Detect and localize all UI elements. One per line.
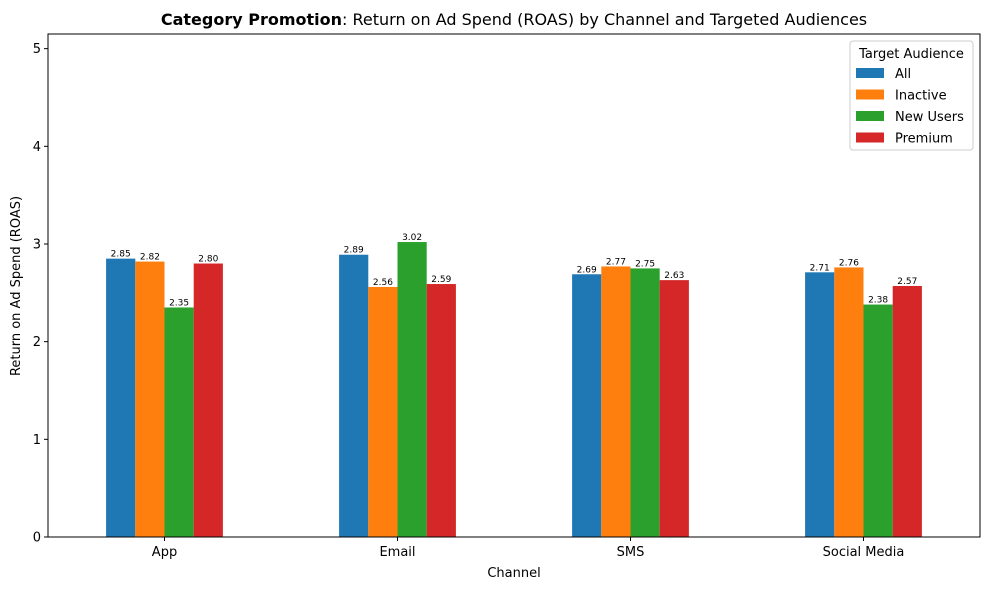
- bar-labels-group: 2.85 2.82 2.35 2.80 2.89 2.56 3.02 2.59 2.69 2.77…: [111, 233, 918, 308]
- x-tick-label: App: [152, 545, 177, 560]
- legend-label: New Users: [895, 110, 964, 125]
- bar: [892, 285, 922, 537]
- bar: [106, 258, 136, 537]
- bar-value-label: 2.71: [810, 263, 830, 273]
- bar: [339, 254, 369, 537]
- bar-value-label: 2.56: [373, 278, 393, 288]
- y-tick-label: 5: [33, 42, 41, 57]
- axes-group: App Email SMS Social Media 0 1 2 3 4 5: [33, 33, 981, 560]
- x-tick-label: Social Media: [823, 545, 905, 560]
- bar: [805, 272, 835, 537]
- bar-value-label: 2.89: [344, 246, 364, 256]
- legend-swatch: [856, 111, 884, 121]
- bar-value-label: 2.80: [198, 255, 218, 265]
- x-tick-label: SMS: [617, 545, 645, 560]
- bar: [863, 304, 893, 537]
- y-tick-label: 2: [33, 335, 41, 350]
- bar-value-label: 2.38: [868, 296, 888, 306]
- bar: [426, 284, 456, 537]
- bar: [164, 307, 194, 537]
- bar-value-label: 2.35: [169, 298, 189, 308]
- bar-value-label: 2.85: [111, 250, 131, 260]
- bar: [572, 274, 602, 537]
- bar: [135, 261, 165, 537]
- bars-group: [106, 242, 922, 537]
- bar: [397, 242, 427, 537]
- y-tick-label: 1: [33, 433, 41, 448]
- y-tick-label: 0: [33, 531, 41, 546]
- legend-label: Premium: [895, 132, 953, 147]
- bar-value-label: 2.77: [606, 257, 626, 267]
- x-tick-label: Email: [379, 545, 415, 560]
- plot-frame: [47, 33, 981, 538]
- chart-title: Category Promotion: Return on Ad Spend (…: [161, 10, 867, 29]
- bar-value-label: 2.75: [635, 259, 655, 269]
- legend-swatch: [856, 89, 884, 100]
- bar: [601, 266, 631, 537]
- bar-value-label: 2.59: [431, 275, 451, 285]
- bar: [834, 267, 864, 537]
- bar-value-label: 2.82: [140, 253, 160, 263]
- legend-swatch: [856, 68, 884, 78]
- chart-title-bold: Category Promotion: [161, 10, 342, 29]
- bar-value-label: 2.63: [664, 271, 684, 281]
- bar-value-label: 2.57: [897, 277, 917, 287]
- bar-value-label: 3.02: [402, 233, 422, 243]
- bar-value-label: 2.69: [577, 265, 597, 275]
- bar: [630, 268, 660, 537]
- y-axis-label: Return on Ad Spend (ROAS): [9, 196, 24, 376]
- legend-swatch: [856, 132, 884, 143]
- x-axis-label: Channel: [487, 566, 540, 581]
- legend-title: Target Audience: [858, 47, 964, 62]
- bar: [659, 280, 689, 537]
- bar-value-label: 2.76: [839, 258, 859, 268]
- legend-label: Inactive: [895, 89, 947, 104]
- y-tick-label: 3: [33, 237, 41, 252]
- y-tick-label: 4: [33, 140, 41, 155]
- chart-title-rest: : Return on Ad Spend (ROAS) by Channel a…: [342, 10, 867, 29]
- bar: [368, 286, 398, 537]
- legend: Target Audience All Inactive New Users Premi…: [849, 40, 974, 151]
- legend-label: All: [895, 67, 911, 82]
- bar: [193, 263, 223, 537]
